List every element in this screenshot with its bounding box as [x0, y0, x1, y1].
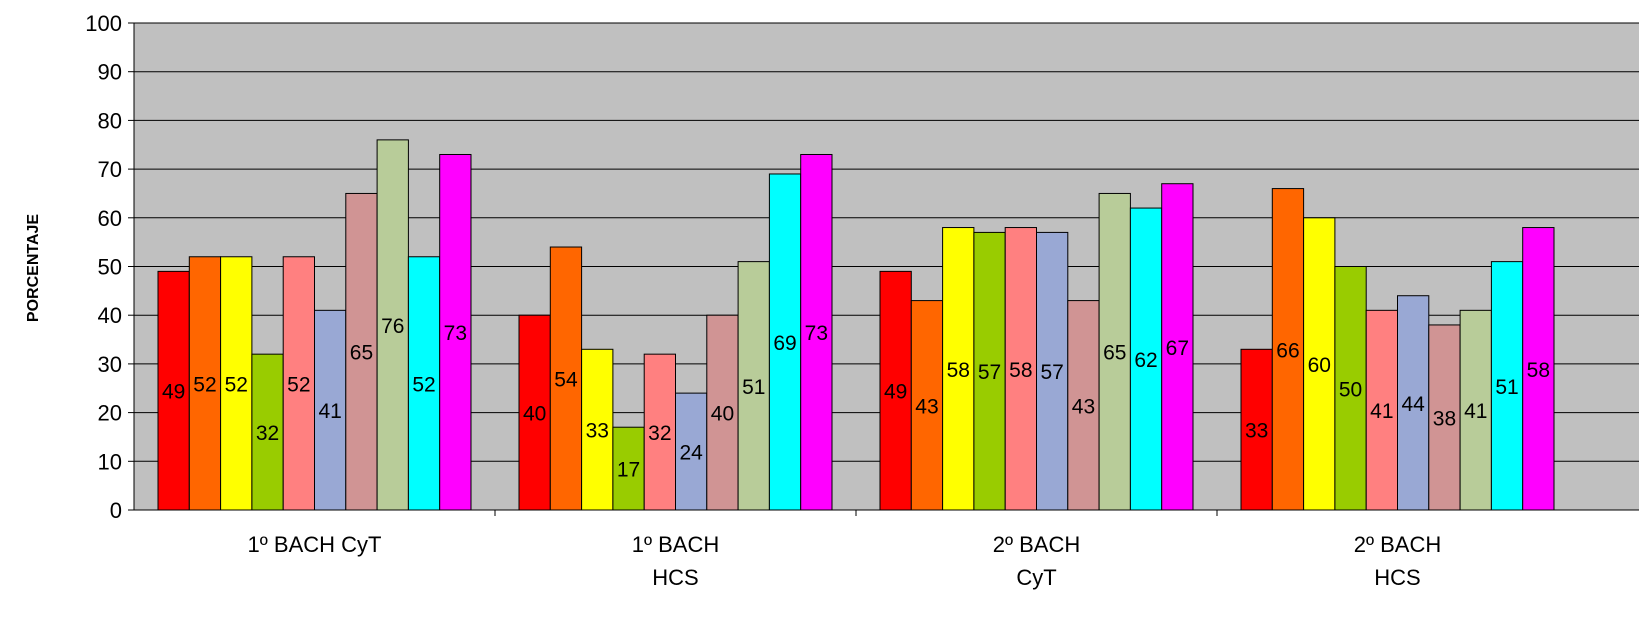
- x-category-label: 2º BACH: [1354, 532, 1442, 557]
- data-label: 73: [805, 322, 828, 345]
- data-label: 54: [554, 369, 578, 392]
- y-tick-label: 90: [98, 60, 122, 85]
- y-tick-label: 100: [85, 11, 122, 36]
- data-label: 41: [1464, 400, 1487, 423]
- data-label: 58: [1527, 359, 1550, 382]
- data-label: 60: [1308, 354, 1331, 377]
- data-label: 32: [256, 422, 279, 445]
- y-tick-label: 0: [110, 498, 122, 523]
- data-label: 24: [679, 442, 703, 465]
- bar: [1036, 231, 1069, 511]
- x-category-label: CyT: [1016, 565, 1056, 590]
- data-label: 73: [444, 322, 467, 345]
- bar: [1490, 261, 1524, 511]
- data-label: 49: [162, 381, 185, 404]
- bar: [1334, 266, 1367, 511]
- bar: [910, 300, 944, 511]
- bar: [345, 192, 378, 511]
- data-label: 58: [1009, 359, 1032, 382]
- data-label: 66: [1276, 339, 1299, 362]
- data-label: 76: [381, 315, 404, 338]
- axes: 0 10 20 30 40 50 60 70 80 90 100 1º BACH CyT 1º BACH…: [85, 11, 1639, 590]
- bar: [973, 231, 1006, 511]
- data-labels: 49 52 52 32 52 41 65 76 52 73 40 54 33 17 32 24 40 51 69 73…: [162, 315, 1550, 482]
- x-category-label: HCS: [652, 565, 698, 590]
- data-label: 52: [412, 373, 435, 396]
- data-label: 38: [1433, 407, 1456, 430]
- data-label: 17: [617, 459, 640, 482]
- bar: [518, 314, 551, 511]
- y-tick-label: 10: [98, 449, 122, 474]
- data-label: 33: [586, 420, 609, 443]
- data-label: 51: [1495, 376, 1518, 399]
- data-label: 32: [648, 422, 671, 445]
- bar: [675, 392, 708, 511]
- data-label: 57: [1040, 361, 1063, 384]
- x-category-label: 1º BACH CyT: [248, 532, 382, 557]
- data-label: 41: [318, 400, 341, 423]
- y-tick-label: 50: [98, 255, 122, 280]
- bar: [1004, 227, 1038, 511]
- data-label: 51: [742, 376, 765, 399]
- data-label: 52: [287, 373, 310, 396]
- y-tick-label: 20: [98, 401, 122, 426]
- data-label: 41: [1370, 400, 1393, 423]
- bar: [220, 256, 253, 511]
- y-tick-label: 80: [98, 108, 122, 133]
- bar: [282, 256, 316, 511]
- data-label: 43: [1072, 395, 1095, 418]
- bars: [157, 139, 1555, 511]
- x-category-label: 1º BACH: [632, 532, 720, 557]
- bar: [1303, 217, 1336, 511]
- data-label: 33: [1245, 420, 1268, 443]
- x-category-label: 2º BACH: [993, 532, 1081, 557]
- bar: [1397, 295, 1430, 511]
- y-tick-label: 30: [98, 352, 122, 377]
- data-label: 40: [523, 403, 546, 426]
- bar: [768, 173, 802, 511]
- bar: [737, 261, 770, 511]
- data-label: 49: [884, 381, 907, 404]
- y-tick-label: 60: [98, 206, 122, 231]
- data-label: 58: [947, 359, 970, 382]
- data-label: 43: [915, 395, 938, 418]
- bar: [581, 348, 614, 511]
- data-label: 65: [1103, 342, 1126, 365]
- bar: [1098, 192, 1131, 511]
- bar: [1161, 183, 1194, 511]
- data-label: 62: [1134, 349, 1157, 372]
- data-label: 50: [1339, 378, 1362, 401]
- bar: [800, 153, 833, 511]
- data-label: 67: [1166, 337, 1189, 360]
- data-label: 52: [225, 373, 248, 396]
- bar: [407, 256, 441, 511]
- x-category-label: HCS: [1374, 565, 1420, 590]
- y-tick-label: 70: [98, 157, 122, 182]
- data-label: 57: [978, 361, 1001, 384]
- y-tick-label: 40: [98, 303, 122, 328]
- bar: [643, 353, 677, 511]
- data-label: 69: [773, 332, 796, 355]
- data-label: 44: [1401, 393, 1425, 416]
- bar: [706, 314, 739, 511]
- data-label: 52: [193, 373, 216, 396]
- bar: [1522, 227, 1555, 511]
- bar: [612, 426, 645, 511]
- data-label: 65: [350, 342, 373, 365]
- bar: [1428, 324, 1461, 511]
- y-axis-label: PORCENTAJE: [25, 214, 42, 322]
- data-label: 40: [711, 403, 734, 426]
